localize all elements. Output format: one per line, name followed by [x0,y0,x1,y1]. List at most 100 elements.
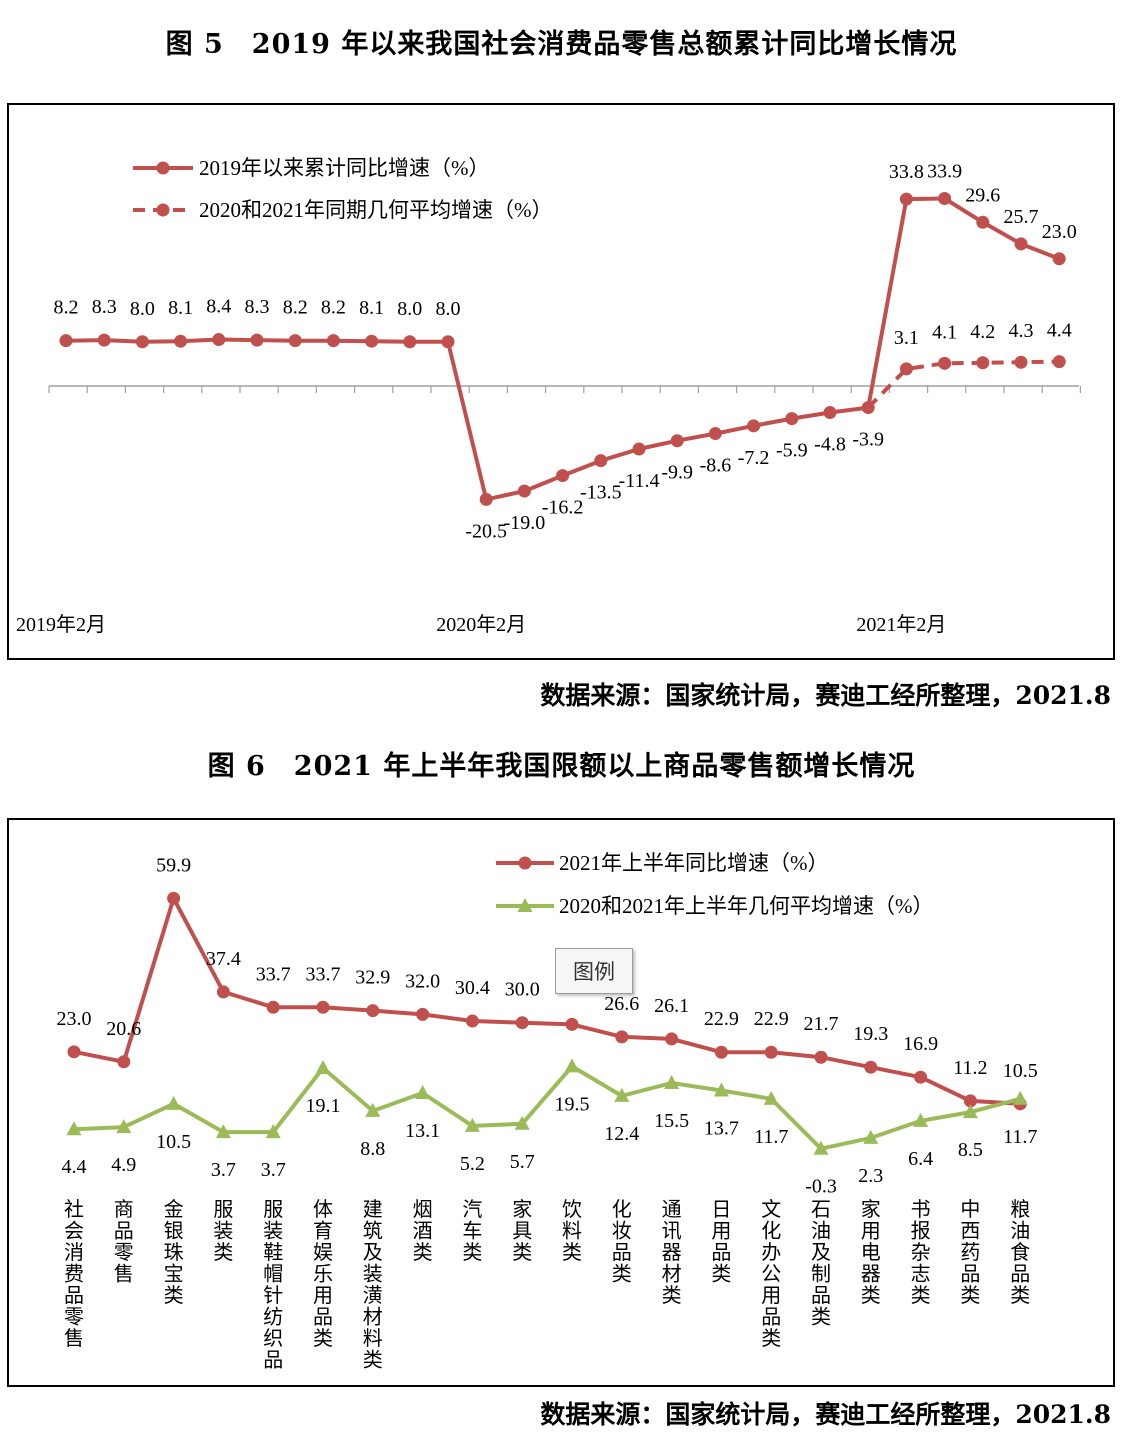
data-label: 8.3 [245,296,270,318]
data-point [914,1070,928,1084]
x-tick-label: 2020年2月 [436,613,526,636]
data-point [938,192,952,206]
data-label: 30.0 [505,979,540,1001]
data-point [265,1124,281,1139]
data-point [863,1129,879,1144]
data-point [365,1102,381,1117]
data-label: 13.1 [405,1120,440,1142]
category-label: 粮油食品类 [1010,1198,1030,1307]
data-point [1052,252,1066,266]
data-point [962,1104,978,1119]
category-label: 商品零售 [114,1198,134,1286]
data-label: 3.1 [894,327,919,349]
data-label: -4.8 [814,434,846,456]
data-label: 22.9 [754,1008,789,1030]
data-label: 11.7 [1003,1126,1037,1148]
data-label: 6.4 [908,1148,933,1170]
data-point [1014,355,1028,369]
data-label: 12.4 [604,1123,639,1145]
data-label: -7.2 [738,447,770,469]
data-point [670,434,684,448]
data-point [764,1045,778,1059]
data-label: -0.3 [805,1176,837,1198]
data-point [763,1090,779,1105]
data-label: 19.1 [306,1095,341,1117]
category-label: 汽车类 [462,1198,482,1264]
series-line [73,896,1021,1106]
data-point [664,1075,680,1090]
data-label: 8.2 [321,297,346,319]
data-label: -8.6 [700,455,732,477]
data-point [117,1055,131,1069]
data-label: 32.0 [405,970,440,992]
data-point [785,412,799,426]
figure6-chart-frame: 23.0 20.6 59.9 37.4 33.7 33.7 32.9 32.0 30.4 30.0… [7,818,1115,1387]
data-label: 3.7 [211,1159,236,1181]
data-point [814,1050,828,1064]
data-point [938,356,952,370]
category-label: 饮料类 [562,1198,582,1264]
data-label: -3.9 [852,429,884,451]
data-point [564,1058,580,1073]
figure6-source: 数据来源：国家统计局，赛迪工经所整理，2021.8 [540,1400,1111,1429]
data-label: 26.1 [654,995,689,1017]
data-label: -16.2 [542,497,584,519]
data-point [963,1094,977,1108]
data-point [899,192,913,206]
data-label: 16.9 [903,1033,938,1055]
data-label: 33.7 [306,963,341,985]
legend-marker [156,161,170,175]
data-point [212,333,226,347]
data-point [864,1060,878,1074]
data-point [713,1082,729,1097]
category-label: 家具类 [512,1198,532,1264]
data-point [665,1032,679,1046]
data-label: 8.0 [130,298,155,320]
series-line [65,196,1060,502]
data-label: -9.9 [661,462,693,484]
data-label: 33.8 [889,161,924,183]
category-label: 日用品类 [711,1199,731,1286]
legend-marker [518,856,532,870]
data-label: -19.0 [504,512,546,534]
data-label: 8.0 [436,298,461,320]
data-point [166,1095,182,1110]
data-label: 10.5 [1003,1060,1038,1082]
data-label: 8.2 [54,297,79,319]
data-point [415,1085,431,1100]
data-label: 8.4 [206,296,231,318]
data-point [174,334,188,348]
data-label: 15.5 [654,1110,689,1132]
category-label: 体育娱乐用品类 [313,1198,333,1350]
data-label: 32.9 [355,967,390,989]
data-label: 8.1 [168,297,193,319]
data-label: 20.6 [106,1018,141,1040]
data-label: 22.9 [704,1008,739,1030]
data-label: -11.4 [619,470,660,492]
category-label: 通讯器材类 [662,1198,682,1307]
category-label: 烟酒类 [413,1198,433,1264]
data-label: 33.9 [927,161,962,183]
data-point [326,334,340,348]
data-label: -13.5 [580,482,622,504]
legend-label: 2021年上半年同比增速（%） [559,851,829,875]
data-label: 8.3 [92,296,117,318]
data-point [67,1045,81,1059]
legend-label: 2020和2021年上半年几何平均增速（%） [559,894,934,918]
data-point [316,1000,330,1014]
data-label: 59.9 [156,854,191,876]
data-label: 25.7 [1004,206,1039,228]
data-point [899,362,913,376]
category-label: 社会消费品零售 [64,1198,84,1350]
data-label: 21.7 [804,1013,839,1035]
data-point [1052,355,1066,369]
data-label: 33.7 [256,963,291,985]
data-point [116,1119,132,1134]
data-point [464,1117,480,1132]
data-point [1014,237,1028,251]
data-label: 8.1 [359,297,384,319]
data-label: 19.5 [555,1093,590,1115]
data-label: 37.4 [206,948,241,970]
data-label: 26.6 [604,993,639,1015]
data-point [747,419,761,433]
